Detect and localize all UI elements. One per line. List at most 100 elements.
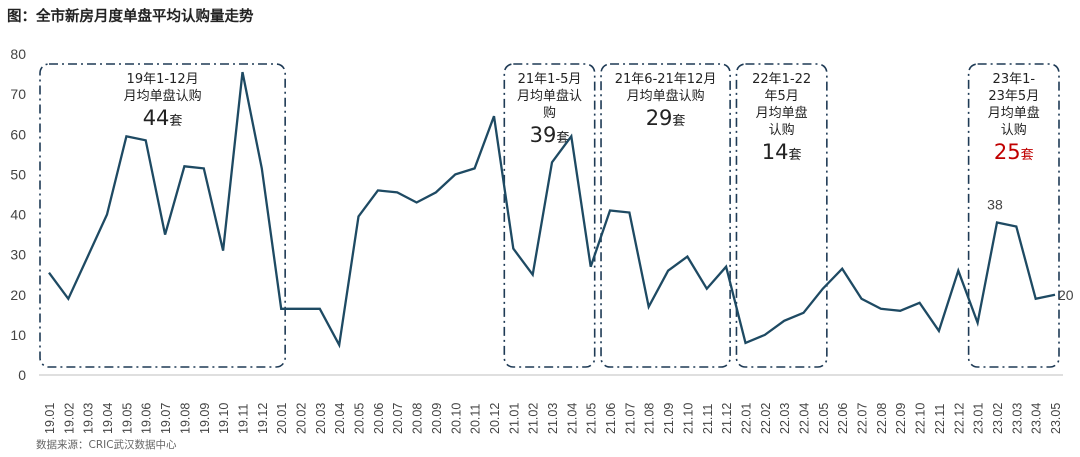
annotation-boxes: 19年1-12月月均单盘认购44套21年1-5月月均单盘认购39套21年6-21…: [39, 63, 1060, 368]
y-tick-label: 10: [10, 327, 26, 343]
x-tick-label: 21.04: [565, 403, 579, 434]
x-tick-label: 20.03: [314, 403, 328, 434]
y-tick-label: 50: [10, 166, 26, 182]
x-tick-label: 20.01: [275, 403, 289, 434]
labels: 38 20: [987, 197, 1074, 303]
annotation-text: 22年1-22: [752, 72, 811, 87]
x-tick-label: 23.05: [1049, 403, 1063, 434]
x-tick-label: 21.08: [643, 403, 657, 434]
annotation-text: 23年1-: [993, 72, 1036, 87]
annotation-value: 44套: [143, 106, 183, 130]
annotation-text: 19年1-12月: [127, 72, 199, 87]
y-tick-label: 20: [10, 287, 26, 303]
annotation-text: 23年5月: [988, 89, 1039, 104]
annotation-text: 月均单盘: [756, 105, 808, 121]
x-tick-label: 19.09: [198, 403, 212, 434]
x-tick-label: 20.06: [372, 403, 386, 434]
annotation-value-unit: 套: [1021, 147, 1034, 163]
annotation-text: 认购: [769, 122, 795, 138]
x-tick-label: 22.12: [952, 403, 966, 434]
annotation-value-number: 14: [762, 140, 789, 164]
annotation-box: [735, 63, 828, 368]
annotation-value-unit: 套: [169, 113, 182, 129]
y-tick-label: 40: [10, 207, 26, 223]
x-tick-label: 22.08: [875, 403, 889, 434]
x-tick-label: 19.05: [120, 403, 134, 434]
x-tick-label: 21.11: [701, 404, 715, 434]
x-tick-label: 22.10: [914, 403, 928, 434]
annotation-value: 29套: [646, 106, 686, 130]
annotation-text: 认购: [1001, 122, 1027, 138]
data-source-note: 数据来源：CRIC武汉数据中心: [36, 439, 177, 451]
annotation-value-unit: 套: [789, 147, 802, 163]
x-tick-label: 20.11: [469, 404, 483, 434]
data-label: 38: [987, 197, 1003, 213]
x-tick-label: 19.02: [62, 403, 76, 434]
x-tick-label: 20.07: [391, 403, 405, 434]
annotation-text: 21年6-21年12月: [615, 72, 717, 87]
x-tick-label: 19.10: [217, 403, 231, 434]
x-tick-label: 19.08: [178, 403, 192, 434]
annotation-box: [503, 63, 596, 368]
x-tick-label: 22.11: [933, 404, 947, 434]
x-tick-label: 23.03: [1010, 403, 1024, 434]
x-tick-label: 23.04: [1030, 403, 1044, 434]
series-line: [48, 71, 1056, 349]
x-tick-label: 21.07: [623, 403, 637, 434]
axes: 0 10 20 30 40 50 60 70 80 19.01 19.02 19.03 19.04 19.…: [10, 46, 1063, 434]
x-tick-label: 21.09: [662, 403, 676, 434]
x-tick-label: 22.03: [778, 403, 792, 434]
annotation-text: 月均单盘认购: [627, 88, 705, 104]
x-tick-label: 20.09: [430, 403, 444, 434]
x-tick-label: 19.07: [159, 403, 173, 434]
x-tick-label: 19.11: [236, 404, 250, 434]
x-tick-label: 19.06: [140, 403, 154, 434]
annotation-text: 购: [543, 105, 556, 121]
x-tick-label: 20.10: [449, 403, 463, 434]
y-tick-label: 60: [10, 126, 26, 142]
x-tick-label: 19.04: [101, 403, 115, 434]
x-tick-label: 21.02: [527, 403, 541, 434]
x-tick-label: 22.07: [856, 403, 870, 434]
annotation-value-number: 25: [994, 140, 1021, 164]
x-tick-label: 20.12: [488, 403, 502, 434]
annotation-value: 39套: [530, 123, 570, 147]
annotation-text: 月均单盘认购: [124, 88, 202, 104]
x-tick-label: 20.05: [353, 403, 367, 434]
x-tick-label: 23.01: [972, 403, 986, 434]
annotation-value-unit: 套: [672, 113, 685, 129]
x-tick-label: 21.05: [585, 403, 599, 434]
annotation-box: [600, 63, 731, 368]
y-tick-label: 70: [10, 86, 26, 102]
annotation-text: 年5月: [765, 89, 799, 104]
annotation-text: 月均单盘认: [517, 88, 582, 104]
y-tick-label: 0: [18, 367, 26, 383]
annotation-box: [967, 63, 1060, 368]
x-tick-label: 21.06: [604, 403, 618, 434]
annotation-value-number: 29: [646, 106, 673, 130]
x-tick-label: 21.01: [507, 403, 521, 434]
x-tick-label: 20.02: [295, 403, 309, 434]
x-tick-label: 21.12: [720, 403, 734, 434]
y-tick-label: 80: [10, 46, 26, 62]
annotation-box: [39, 63, 286, 368]
y-tick-label: 30: [10, 247, 26, 263]
annotation-text: 21年1-5月: [518, 72, 582, 87]
x-tick-label: 19.03: [82, 403, 96, 434]
x-tick-label: 22.01: [739, 403, 753, 434]
chart-title: 图：全市新房月度单盘平均认购量走势: [7, 9, 254, 25]
x-tick-label: 22.02: [759, 403, 773, 434]
x-tick-label: 21.10: [681, 403, 695, 434]
x-tick-label: 20.04: [333, 403, 347, 434]
x-tick-label: 19.12: [256, 403, 270, 434]
annotation-value: 14套: [762, 140, 802, 164]
x-tick-label: 22.05: [817, 403, 831, 434]
x-tick-label: 22.06: [836, 403, 850, 434]
annotation-text: 月均单盘: [988, 105, 1040, 121]
annotation-value: 25套: [994, 140, 1034, 164]
x-tick-label: 19.01: [43, 403, 57, 434]
x-tick-label: 21.03: [546, 403, 560, 434]
x-tick-label: 22.09: [894, 403, 908, 434]
annotation-value-unit: 套: [556, 130, 569, 146]
data-label: 20: [1058, 287, 1074, 303]
